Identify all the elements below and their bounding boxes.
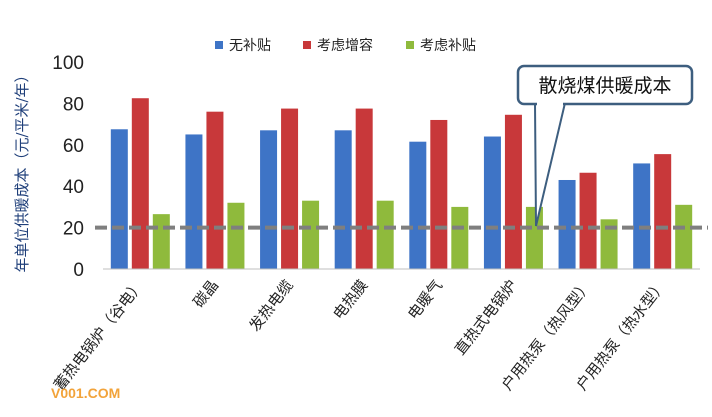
watermark: V001.COM [51,385,120,401]
y-axis-title: 年单位供暖成本（元/平米/年） [13,67,31,272]
callout-text: 散烧煤供暖成本 [538,75,671,97]
bar-1 [409,141,427,269]
category-label: 蓄热电锅炉（谷电） [50,276,147,393]
y-axis-label: 年单位供暖成本（元/平米/年） [13,67,31,272]
bar-2 [206,111,224,270]
bar-1 [633,163,651,269]
bar-1 [334,130,352,269]
bar-2 [579,172,597,269]
bar-3 [600,219,618,269]
bar-3 [451,206,469,269]
category-label: 碳晶 [189,276,222,311]
bar-2 [504,114,522,269]
y-ticks: 0 20 40 60 80 100 [52,53,84,281]
bar-1 [110,129,128,269]
bar-3 [376,200,394,269]
legend-swatch [303,41,311,49]
bar-1 [260,130,278,269]
bar-3 [152,214,170,269]
bar-2 [355,108,373,269]
bar-3 [302,200,320,269]
category-labels: 蓄热电锅炉（谷电） 碳晶 发热电缆 电热膜 电暖气 直热式电锅炉户用热泵（热风型）户用热泵… [50,276,670,393]
callout-box [516,64,694,106]
legend-label: 考虑补贴 [420,38,476,54]
y-tick-label: 20 [63,219,84,240]
legend-label: 考虑增容 [317,37,373,54]
bar-3 [675,204,693,269]
category-label: 电暖气 [404,276,446,323]
bar-2 [131,98,149,269]
y-tick-label: 40 [63,177,84,198]
bar-3 [525,206,543,269]
y-tick-label: 80 [63,94,84,115]
callout: 散烧煤供暖成本 [516,64,694,227]
legend-swatch [215,41,223,49]
legend-swatch [406,41,414,49]
y-tick-label: 60 [63,136,84,157]
category-label: 电热膜 [329,276,371,323]
y-tick-label: 0 [73,260,84,281]
bar-2 [654,154,672,269]
bar-2 [281,108,299,269]
bars [110,98,693,270]
category-label: 直热式电锅炉 [451,276,521,358]
bar-1 [185,134,203,269]
category-label: 发热电缆 [246,276,297,334]
legend: 无补贴 考虑增容 考虑补贴 [215,37,476,54]
y-tick-label: 100 [52,53,84,74]
bar-1 [558,179,576,269]
bar-3 [227,202,245,269]
bar-2 [430,119,448,270]
bar-1 [483,136,501,269]
legend-label: 无补贴 [229,38,271,54]
